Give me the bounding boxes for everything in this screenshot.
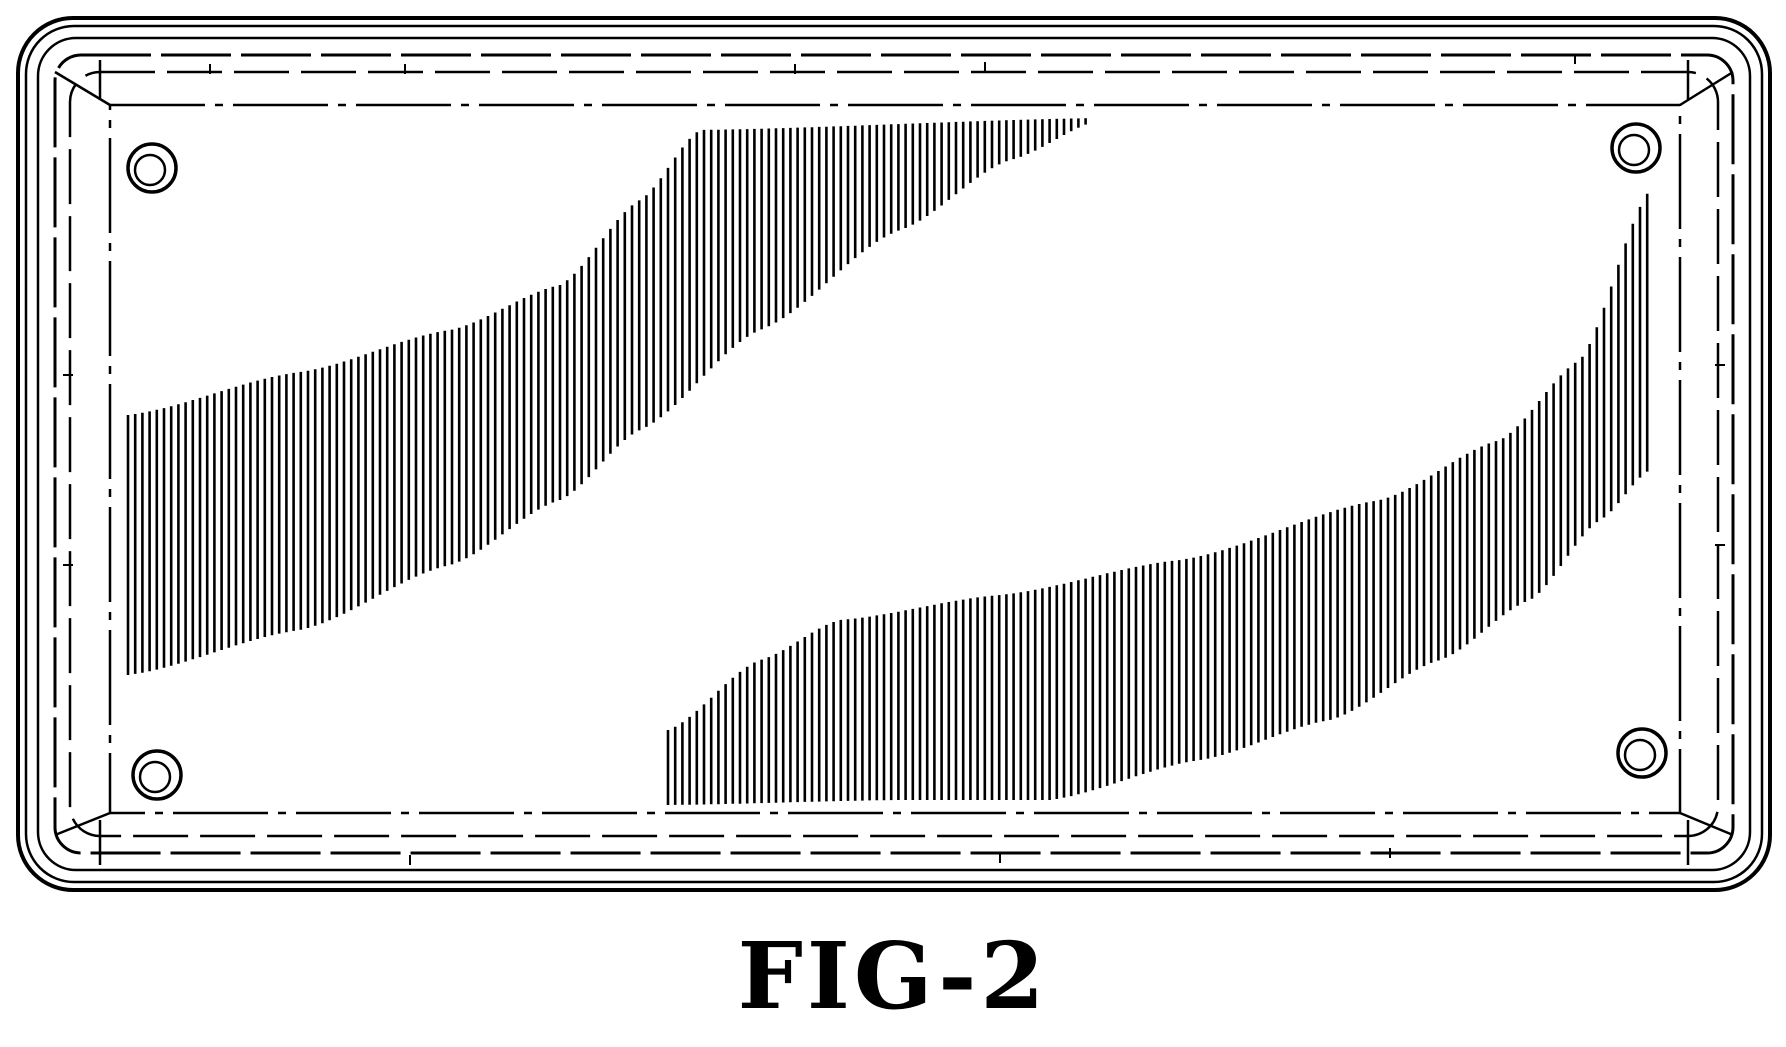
mounting-hole-bottom-left: [133, 751, 181, 799]
hatched-band-upper: [128, 118, 1086, 675]
mounting-hole-top-right: [1612, 124, 1660, 172]
inner-panel: [110, 105, 1680, 813]
rim-dashed-inner: [70, 72, 1718, 836]
outer-border: [18, 18, 1770, 890]
figure-caption: FIG-2: [0, 930, 1786, 1022]
plate-outline: [18, 18, 1770, 890]
hatched-band-lower: [668, 194, 1647, 805]
mounting-hole-top-left: [128, 144, 176, 192]
mounting-hole-bottom-right: [1618, 729, 1666, 777]
